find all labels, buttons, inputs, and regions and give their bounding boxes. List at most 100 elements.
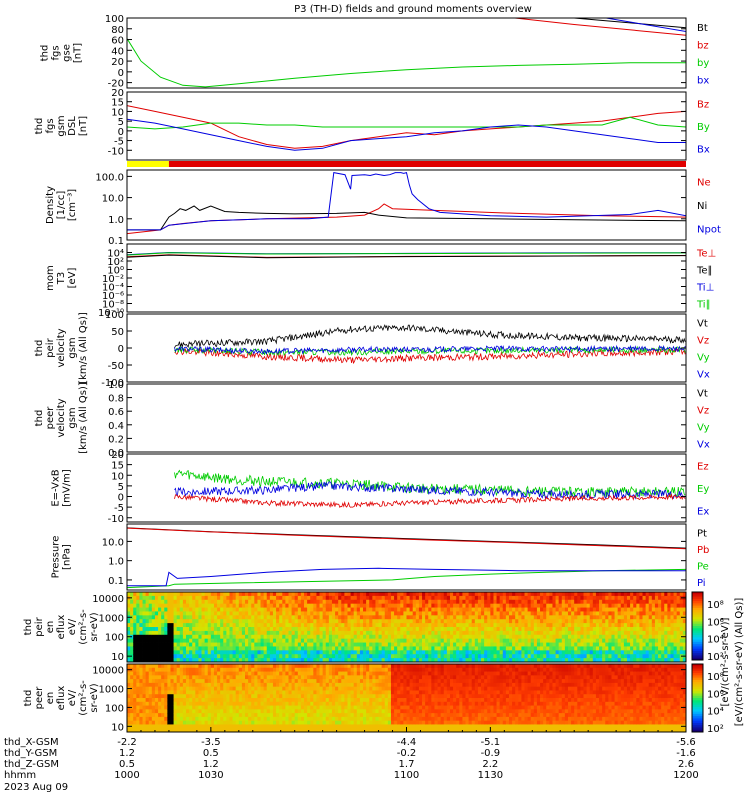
spectro-cell [207, 713, 212, 718]
spectro-cell [294, 694, 299, 699]
spectro-cell [226, 642, 230, 647]
spectro-cell [440, 623, 445, 628]
spectro-cell [201, 701, 206, 706]
spectro-cell [238, 667, 243, 672]
spectro-cell [515, 615, 519, 620]
spectro-cell [322, 705, 327, 710]
spectro-cell [164, 686, 168, 691]
spectro-cell [257, 658, 261, 662]
spectro-cell [269, 724, 274, 729]
spectro-cell [341, 686, 345, 691]
spectro-cell [561, 650, 566, 655]
spectro-cell [201, 607, 206, 612]
spectro-cell [142, 720, 147, 725]
spectro-cell [412, 675, 417, 680]
spectro-cell [552, 634, 556, 640]
spectro-cell [220, 713, 224, 718]
spectro-cell [241, 634, 246, 640]
spectro-cell [322, 607, 327, 612]
spectro-cell [173, 638, 178, 643]
spectro-cell [167, 671, 171, 676]
spectro-cell [440, 607, 445, 612]
spectro-cell [195, 690, 199, 695]
spectro-cell [465, 627, 470, 632]
spectro-cell [409, 654, 414, 659]
spectro-cell [288, 686, 292, 691]
spectro-cell [217, 720, 221, 725]
spectro-cell [291, 603, 296, 608]
spectro-cell [151, 690, 156, 695]
spectro-cell [297, 709, 302, 714]
spectro-cell [611, 634, 615, 640]
spectro-cell [403, 638, 407, 643]
spectro-cell [145, 634, 150, 640]
spectro-cell [574, 623, 578, 628]
spectro-cell [369, 634, 373, 640]
spectro-cell [325, 603, 330, 608]
spectro-cell [502, 627, 507, 632]
spectro-cell [164, 724, 168, 729]
spectro-cell [422, 658, 426, 662]
spectro-cell [658, 615, 662, 620]
spectro-cell [263, 701, 268, 706]
spectro-cell [356, 671, 361, 676]
spectro-cell [397, 713, 401, 718]
spectro-cell [623, 611, 628, 616]
spectro-cell [161, 595, 165, 601]
spectro-cell [552, 654, 556, 659]
spectro-cell [294, 690, 299, 695]
spectro-cell [654, 599, 659, 605]
spectro-cell [356, 634, 361, 640]
spectro-cell [406, 675, 411, 680]
spectro-cell [213, 698, 218, 703]
spectro-cell [552, 642, 556, 647]
spectro-cell [207, 698, 212, 703]
spectro-cell [161, 611, 165, 616]
spectro-cell [263, 713, 268, 718]
series-density-Ni [127, 205, 686, 231]
spectro-cell [179, 650, 184, 655]
spectro-cell [189, 638, 193, 643]
spectro-cell [403, 615, 407, 620]
spectro-cell [282, 713, 286, 718]
spectro-cell [192, 658, 196, 662]
spectro-cell [602, 595, 606, 601]
spectro-cell [276, 646, 280, 651]
spectro-cell [378, 679, 383, 684]
spectro-cell [676, 627, 681, 632]
spectro-cell [130, 658, 134, 662]
spectro-cell [288, 698, 292, 703]
spectro-cell [136, 686, 140, 691]
spectro-cell [673, 654, 678, 659]
spectro-cell [434, 592, 438, 597]
spectro-cell [630, 599, 634, 605]
spectro-cell [238, 716, 243, 722]
spectro-cell [524, 638, 529, 643]
spectro-cell [465, 623, 470, 628]
spectro-cell [226, 627, 230, 632]
spectro-cell [238, 634, 243, 640]
spectro-cell [251, 671, 255, 676]
spectro-cell [254, 654, 258, 659]
spectro-cell [161, 650, 165, 655]
spectro-cell [375, 675, 379, 680]
spectro-cell [484, 607, 488, 612]
spectro-cell [154, 630, 159, 636]
spectro-cell [564, 603, 569, 608]
spectro-cell [319, 709, 324, 714]
spectro-cell [387, 709, 392, 714]
spectro-cell [148, 592, 153, 597]
spectro-cell [381, 654, 386, 659]
series-fgs_gse-bz [510, 18, 686, 36]
spectro-cell [359, 716, 364, 722]
spectro-cell [645, 619, 650, 624]
spectro-cell [154, 658, 159, 662]
spectro-cell [397, 599, 401, 605]
spectro-cell [384, 592, 389, 597]
spectro-cell [176, 607, 181, 612]
spectro-cell [394, 658, 398, 662]
spectro-cell [248, 630, 252, 636]
spectro-cell [266, 619, 271, 624]
spectro-cell [344, 720, 348, 725]
spectro-cell [161, 619, 165, 624]
